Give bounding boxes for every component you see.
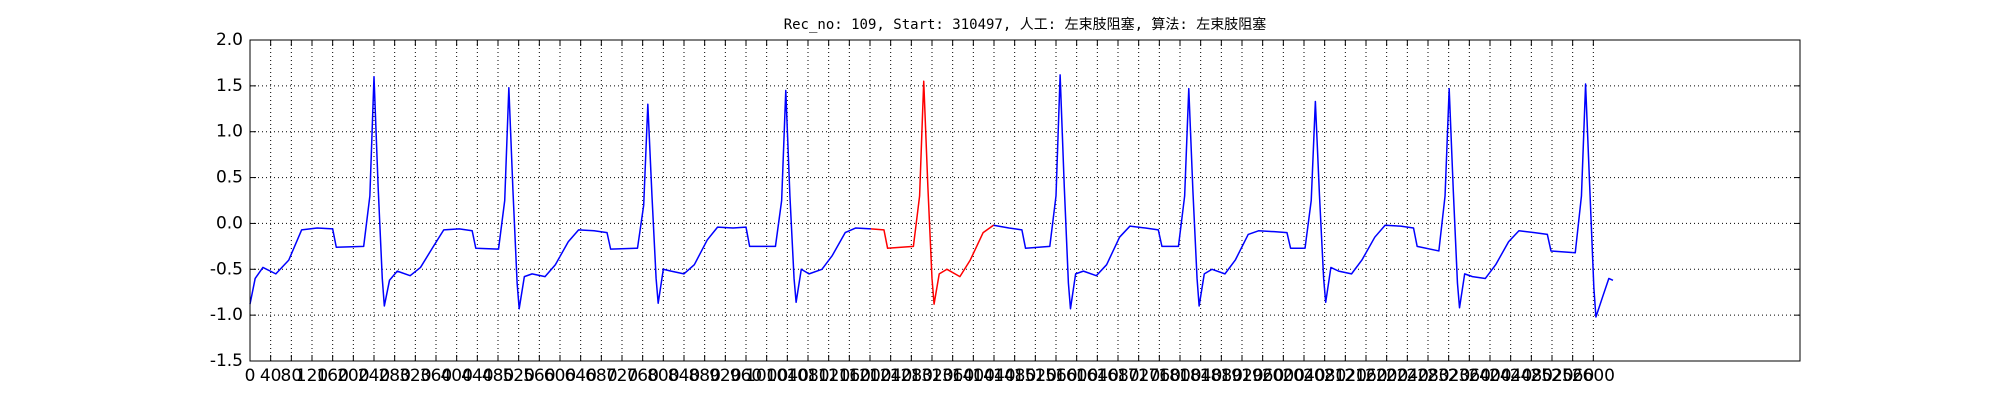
x-tick-label: 2000 xyxy=(1262,366,1305,386)
x-tick-label: 480 xyxy=(482,366,514,386)
y-tick-label: 1.5 xyxy=(216,76,243,96)
x-tick-label: 2280 xyxy=(1406,366,1449,386)
x-tick-label: 640 xyxy=(564,366,596,386)
x-tick-label: 1160 xyxy=(828,366,871,386)
x-tick-label: 520 xyxy=(502,366,534,386)
y-tick-label: -0.5 xyxy=(210,259,243,279)
x-tick-label: 1640 xyxy=(1076,366,1119,386)
y-tick-label: 0.0 xyxy=(216,213,243,233)
x-tick-label: 360 xyxy=(420,366,452,386)
x-tick-label: 560 xyxy=(523,366,555,386)
x-tick-label: 1520 xyxy=(1014,366,1057,386)
x-tick-label: 1240 xyxy=(869,366,912,386)
x-tick-label: 440 xyxy=(461,366,493,386)
x-tick-label: 80 xyxy=(281,366,303,386)
x-tick-label: 1320 xyxy=(910,366,953,386)
x-tick-label: 1760 xyxy=(1138,366,1181,386)
chart-title: Rec_no: 109, Start: 310497, 人工: 左束肢阻塞, 算… xyxy=(784,16,1267,33)
x-tick-label: 1800 xyxy=(1158,366,1201,386)
signal-line xyxy=(249,75,872,310)
x-tick-label: 2440 xyxy=(1489,366,1532,386)
x-tick-label: 2080 xyxy=(1303,366,1346,386)
x-tick-label: 800 xyxy=(647,366,679,386)
x-tick-label: 2400 xyxy=(1468,366,1511,386)
x-tick-label: 2040 xyxy=(1282,366,1325,386)
x-tick-label: 880 xyxy=(688,366,720,386)
x-tick-label: 720 xyxy=(606,366,638,386)
y-tick-label: 1.0 xyxy=(216,122,243,142)
x-tick-label: 1960 xyxy=(1241,366,1284,386)
y-tick-label: -1.0 xyxy=(210,305,243,325)
x-tick-label: 40 xyxy=(260,366,282,386)
x-tick-label: 600 xyxy=(544,366,576,386)
x-tick-label: 160 xyxy=(316,366,348,386)
signal-line xyxy=(993,74,1614,318)
x-tick-label: 1360 xyxy=(931,366,974,386)
x-tick-label: 1040 xyxy=(766,366,809,386)
plot-frame xyxy=(249,39,1801,362)
y-tick-label: 2.0 xyxy=(216,30,243,50)
x-tick-label: 2360 xyxy=(1448,366,1491,386)
x-tick-label: 1000 xyxy=(745,366,788,386)
y-tick-label: -1.5 xyxy=(210,351,243,371)
signal-line xyxy=(870,80,994,305)
x-tick-label: 1120 xyxy=(807,366,850,386)
x-tick-label: 1920 xyxy=(1220,366,1263,386)
x-tick-label: 280 xyxy=(378,366,410,386)
x-tick-label: 960 xyxy=(730,366,762,386)
x-tick-label: 1680 xyxy=(1096,366,1139,386)
x-tick-label: 1720 xyxy=(1117,366,1160,386)
x-tick-label: 1600 xyxy=(1055,366,1098,386)
x-tick-label: 120 xyxy=(296,366,328,386)
x-tick-label: 2320 xyxy=(1427,366,1470,386)
x-tick-label: 2520 xyxy=(1530,366,1573,386)
y-tick-label: 0.5 xyxy=(216,168,243,188)
x-tick-label: 1880 xyxy=(1200,366,1243,386)
x-tick-label: 0 xyxy=(245,366,256,386)
x-tick-label: 400 xyxy=(440,366,472,386)
x-tick-label: 1200 xyxy=(848,366,891,386)
x-tick-label: 920 xyxy=(709,366,741,386)
x-tick-label: 1840 xyxy=(1179,366,1222,386)
x-tick-label: 1440 xyxy=(972,366,1015,386)
x-tick-label: 2160 xyxy=(1344,366,1387,386)
x-tick-label: 1080 xyxy=(786,366,829,386)
x-tick-label: 2240 xyxy=(1386,366,1429,386)
x-tick-label: 320 xyxy=(399,366,431,386)
x-tick-label: 2600 xyxy=(1572,366,1615,386)
x-tick-label: 2200 xyxy=(1365,366,1408,386)
x-tick-label: 2560 xyxy=(1551,366,1594,386)
x-tick-label: 200 xyxy=(337,366,369,386)
x-tick-label: 1400 xyxy=(952,366,995,386)
x-tick-label: 840 xyxy=(668,366,700,386)
x-tick-label: 240 xyxy=(358,366,390,386)
x-tick-label: 1280 xyxy=(890,366,933,386)
x-tick-label: 1480 xyxy=(993,366,1036,386)
x-tick-label: 760 xyxy=(626,366,658,386)
x-tick-label: 680 xyxy=(585,366,617,386)
x-tick-label: 2120 xyxy=(1324,366,1367,386)
x-tick-label: 1560 xyxy=(1034,366,1077,386)
x-tick-label: 2480 xyxy=(1510,366,1553,386)
